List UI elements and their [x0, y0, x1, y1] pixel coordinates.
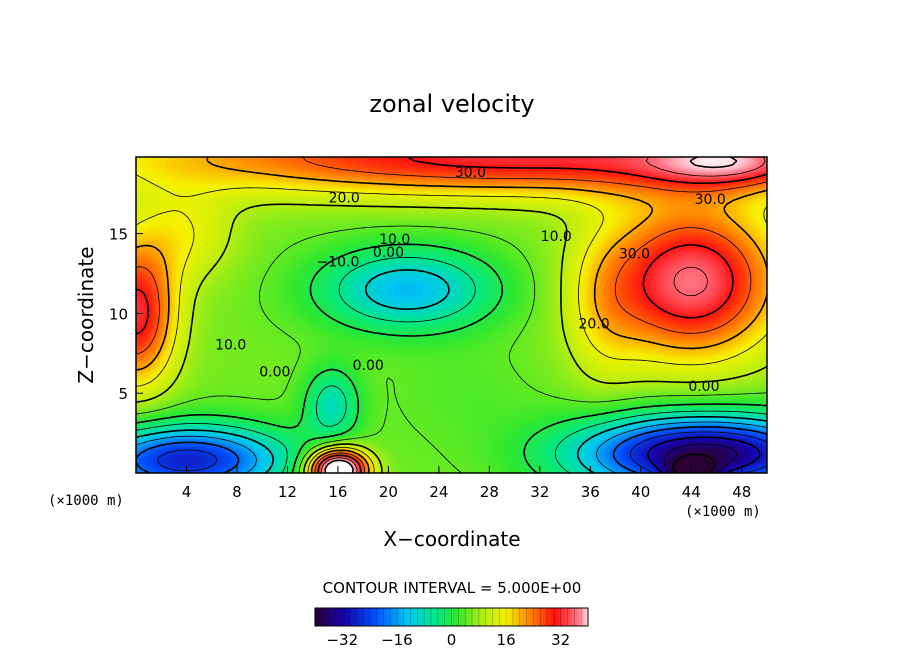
- plot-area: 30.020.0 30.010.00.00−10.010.030.020.010.…: [135, 156, 768, 474]
- colorbar-tick-label: −32: [326, 631, 358, 649]
- y-tick-label: 15: [109, 226, 128, 244]
- x-tick-label: 4: [182, 483, 192, 501]
- x-tick-label: 44: [682, 483, 701, 501]
- colorbar-tick-label: 32: [551, 631, 570, 649]
- contour-label: 20.0: [579, 317, 610, 333]
- plot-frame: [135, 156, 768, 474]
- x-tick-label: 8: [232, 483, 242, 501]
- contour-label: 0.00: [353, 358, 384, 374]
- contour-label: 30.0: [619, 246, 650, 262]
- contour-label: 0.00: [373, 245, 404, 261]
- x-tick-label: 48: [732, 483, 751, 501]
- colorbar-ticks: −32 −16 0 16 32: [326, 631, 570, 649]
- y-axis-label: Z−coordinate: [74, 246, 98, 383]
- contour-label: 10.0: [215, 337, 246, 353]
- velocity-field: [136, 157, 767, 473]
- contour-label: 10.0: [541, 229, 572, 245]
- x-tick-label: 20: [379, 483, 398, 501]
- contour-label: 20.0: [329, 190, 360, 206]
- contour-label: −10.0: [316, 254, 359, 270]
- contour-level-30: [136, 157, 767, 473]
- contour-label: 30.0: [695, 192, 726, 208]
- y-tick-label: 5: [118, 385, 128, 403]
- colorbar-tick-label: −16: [381, 631, 413, 649]
- contour-label: 30.0: [455, 165, 486, 181]
- contour-label: 10.0: [379, 232, 410, 248]
- x-tick-label: 12: [278, 483, 297, 501]
- contour-level-15: [136, 174, 767, 473]
- colorbar-tick-label: 0: [447, 631, 457, 649]
- y-axis: 5 10 15: [109, 226, 143, 403]
- contour-level-5: [136, 225, 767, 473]
- colorbar-gradient: [315, 608, 588, 626]
- contour-label: 0.00: [259, 364, 290, 380]
- contour-level-25: [136, 157, 767, 473]
- contour-level-35: [321, 157, 766, 473]
- y-tick-label: 10: [109, 305, 128, 323]
- x-tick-label: 24: [429, 483, 448, 501]
- colorbar-bands: [321, 608, 582, 626]
- contour-level-20: [136, 157, 767, 473]
- x-tick-label: 16: [328, 483, 347, 501]
- chart-title: zonal velocity: [369, 90, 534, 118]
- contour-label: 0.00: [688, 379, 719, 395]
- x-tick-label: 40: [631, 483, 650, 501]
- x-unit-left: (×1000 m): [48, 493, 124, 509]
- x-unit-right: (×1000 m): [685, 504, 761, 520]
- contour-labels: 30.020.0 30.010.00.00−10.010.030.020.010.…: [215, 165, 726, 395]
- x-tick-label: 36: [581, 483, 600, 501]
- colorbar-tick-label: 16: [497, 631, 516, 649]
- x-tick-label: 32: [530, 483, 549, 501]
- colorbar-frame: [314, 607, 589, 627]
- contour-level--5: [136, 257, 767, 473]
- contour-level--30: [647, 436, 761, 473]
- contour-level-10: [136, 203, 767, 473]
- x-tick-label: 28: [480, 483, 499, 501]
- contour-level--25: [157, 431, 767, 473]
- contour-level-0: [136, 243, 767, 473]
- contour-level--20: [136, 426, 767, 473]
- contour-level-40: [324, 157, 738, 473]
- contour-level--35: [663, 443, 738, 473]
- x-axis: 4 8 12 16 20 24 28 32 36 40 44 48: [182, 466, 751, 501]
- contour-interval-label: CONTOUR INTERVAL = 5.000E+00: [323, 579, 582, 597]
- colorbar: −32 −16 0 16 32: [314, 607, 589, 649]
- contour-lines: [136, 157, 767, 473]
- x-axis-label: X−coordinate: [383, 527, 520, 551]
- contour-level--40: [672, 453, 715, 473]
